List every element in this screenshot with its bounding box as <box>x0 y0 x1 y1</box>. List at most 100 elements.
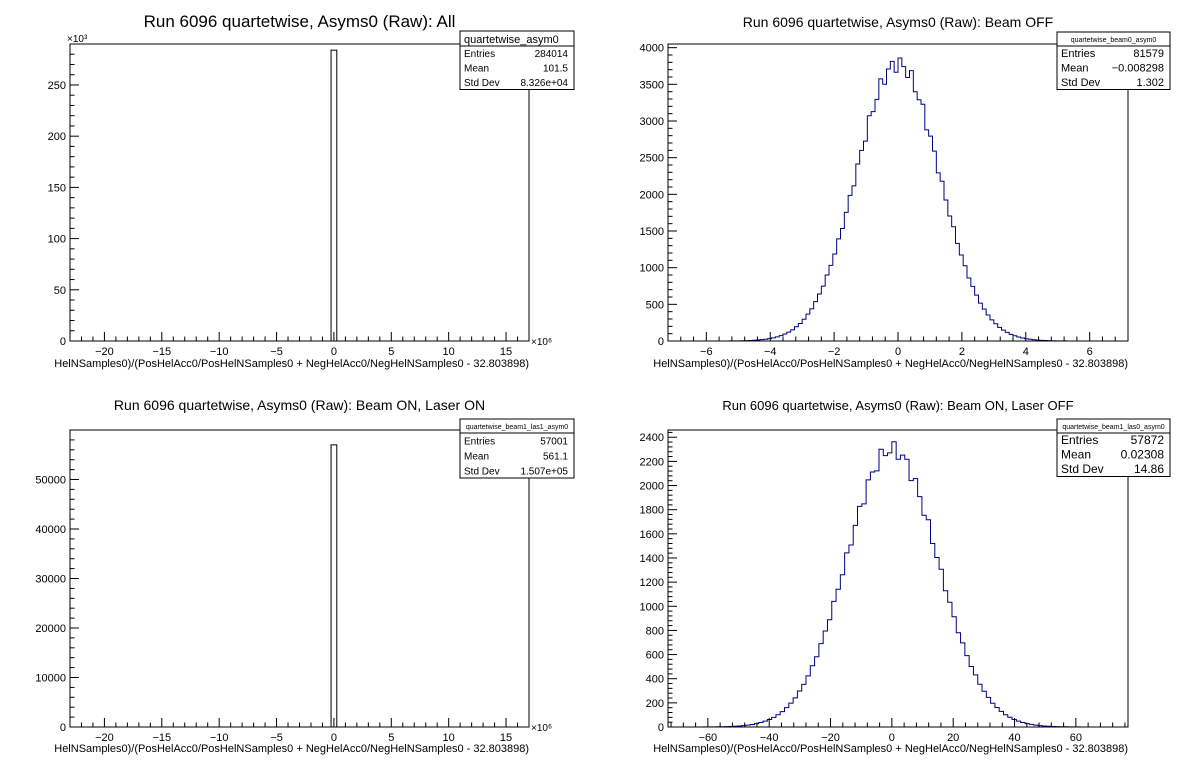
x-tick-label: 0 <box>331 346 337 358</box>
stats-box-frame <box>1056 418 1171 477</box>
histogram-bar <box>330 444 338 728</box>
chart-title: Run 6096 quartetwise, Asyms0 (Raw): Beam… <box>114 397 485 413</box>
stats-std-dev-label: Std Dev <box>1061 462 1104 476</box>
stats-std-dev-label: Std Dev <box>464 467 500 478</box>
stats-mean-value: 561.1 <box>543 452 568 463</box>
stats-box: quartetwise_beam1_las0_asym0 Entries 57872… <box>1056 418 1171 477</box>
stats-std-dev-label: Std Dev <box>464 78 500 89</box>
stats-mean-label: Mean <box>1061 448 1091 462</box>
stats-std-dev-label: Std Dev <box>1061 77 1101 89</box>
chart-title: Run 6096 quartetwise, Asyms0 (Raw): Beam… <box>743 14 1053 30</box>
y-tick-label: 0 <box>60 336 66 348</box>
stats-std-dev-value: 1.302 <box>1136 77 1164 89</box>
x-tick-label: 6 <box>1087 346 1093 358</box>
plot-frame <box>667 429 1129 728</box>
y-tick-label: 1500 <box>640 226 664 238</box>
x-tick-label: 15 <box>500 346 512 358</box>
stats-box-frame <box>1056 31 1171 90</box>
chart-title: Run 6096 quartetwise, Asyms0 (Raw): Beam… <box>722 398 1073 413</box>
stats-box-name: quartetwise_beam1_las0_asym0 <box>1062 424 1164 431</box>
x-tick-label: −20 <box>95 732 114 744</box>
stats-box-frame <box>459 418 575 479</box>
x-axis-label: HelNSamples0)/(PosHelAcc0/PosHelNSamples… <box>653 358 1128 370</box>
x-tick-label: 0 <box>889 732 895 744</box>
stats-entries-value: 284014 <box>535 49 569 60</box>
y-tick-label: 200 <box>646 698 664 710</box>
stats-mean-value: −0.008298 <box>1112 63 1164 75</box>
x-tick-label: −15 <box>152 346 171 358</box>
x-tick-label: 5 <box>388 346 394 358</box>
x-tick-label: −5 <box>270 346 283 358</box>
x-tick-label: −20 <box>95 346 114 358</box>
x-tick-label: −60 <box>699 732 718 744</box>
y-tick-label: 0 <box>60 722 66 734</box>
x-tick-label: −2 <box>828 346 841 358</box>
chart-pad-2: Run 6096 quartetwise, Asyms0 (Raw): Beam… <box>640 14 1171 370</box>
stats-mean-label: Mean <box>464 452 489 463</box>
y-tick-label: 200 <box>48 131 66 143</box>
y-tick-label: 600 <box>646 650 664 662</box>
x-tick-label: −4 <box>764 346 777 358</box>
y-tick-label: 800 <box>646 625 664 637</box>
y-tick-label: 50000 <box>35 475 66 487</box>
y-tick-label: 1400 <box>640 553 664 565</box>
x-exponent-label: ×10⁶ <box>531 723 552 734</box>
y-tick-label: 3000 <box>640 116 664 128</box>
y-tick-label: 50 <box>54 285 66 297</box>
x-tick-label: 4 <box>1023 346 1029 358</box>
x-tick-label: 0 <box>331 732 337 744</box>
y-tick-label: 150 <box>48 182 66 194</box>
x-tick-label: −40 <box>760 732 779 744</box>
stats-entries-value: 57001 <box>540 437 568 448</box>
y-tick-label: 1000 <box>640 601 664 613</box>
stats-box: quartetwise_beam0_asym0 Entries 81579 Mean −… <box>1056 31 1171 90</box>
y-tick-label: 3500 <box>640 79 664 91</box>
y-tick-label: 30000 <box>35 574 66 586</box>
y-tick-label: 100 <box>48 234 66 246</box>
stats-entries-label: Entries <box>464 437 495 448</box>
x-axis-label: HelNSamples0)/(PosHelAcc0/PosHelNSamples… <box>54 358 529 370</box>
stats-mean-value: 0.02308 <box>1121 448 1165 462</box>
y-tick-label: 250 <box>48 80 66 92</box>
stats-entries-value: 81579 <box>1133 48 1164 60</box>
stats-box: quartetwise_asym0 Entries 284014 Mean 101.5 S… <box>459 30 575 90</box>
y-exponent-label: ×10³ <box>67 34 88 45</box>
stats-entries-label: Entries <box>1061 433 1098 447</box>
stats-box: quartetwise_beam1_las1_asym0 Entries 57001… <box>459 418 575 479</box>
stats-mean-value: 101.5 <box>543 64 568 75</box>
x-tick-label: −6 <box>700 346 713 358</box>
y-tick-label: 0 <box>658 336 664 348</box>
x-tick-label: 5 <box>388 732 394 744</box>
y-tick-label: 2000 <box>640 189 664 201</box>
x-tick-label: 15 <box>500 732 512 744</box>
x-tick-label: −10 <box>210 732 229 744</box>
y-tick-label: 500 <box>646 299 664 311</box>
histogram-series <box>676 441 1108 728</box>
y-tick-label: 1800 <box>640 505 664 517</box>
y-tick-label: 2200 <box>640 456 664 468</box>
x-tick-label: −10 <box>210 346 229 358</box>
stats-std-dev-value: 8.326e+04 <box>520 78 568 89</box>
stats-mean-label: Mean <box>1061 63 1089 75</box>
stats-box-name: quartetwise_beam0_asym0 <box>1071 37 1157 44</box>
stats-std-dev-value: 1.507e+05 <box>520 467 568 478</box>
x-tick-label: 20 <box>947 732 959 744</box>
x-tick-label: −20 <box>821 732 840 744</box>
y-tick-label: 1600 <box>640 529 664 541</box>
chart-pad-1: Run 6096 quartetwise, Asyms0 (Raw): All −… <box>48 12 575 370</box>
stats-entries-label: Entries <box>1061 48 1096 60</box>
stats-std-dev-value: 14.86 <box>1134 462 1164 476</box>
stats-box-name: quartetwise_beam1_las1_asym0 <box>466 424 568 431</box>
x-axis-label: HelNSamples0)/(PosHelAcc0/PosHelNSamples… <box>54 743 529 755</box>
y-tick-label: 10000 <box>35 673 66 685</box>
y-tick-label: 40000 <box>35 524 66 536</box>
y-tick-label: 400 <box>646 674 664 686</box>
chart-pad-4: Run 6096 quartetwise, Asyms0 (Raw): Beam… <box>640 398 1171 755</box>
chart-pad-3: Run 6096 quartetwise, Asyms0 (Raw): Beam… <box>35 397 575 755</box>
x-tick-label: −5 <box>270 732 283 744</box>
y-tick-label: 0 <box>658 722 664 734</box>
histogram-bar <box>330 49 338 342</box>
x-tick-label: 60 <box>1070 732 1082 744</box>
stats-box-name: quartetwise_asym0 <box>464 34 559 46</box>
y-tick-label: 2400 <box>640 432 664 444</box>
